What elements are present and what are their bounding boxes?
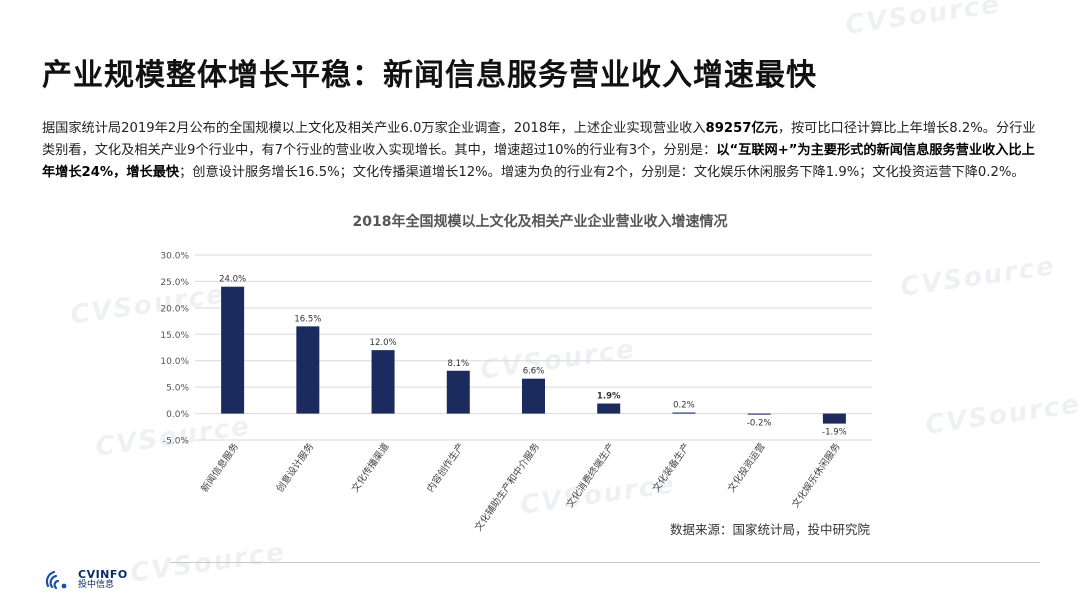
category-label: 内容创作生产	[424, 441, 467, 495]
bar	[446, 370, 470, 414]
data-label: 16.5%	[294, 314, 321, 324]
data-source: 数据来源：国家统计局，投中研究院	[669, 522, 870, 537]
data-label: 8.1%	[447, 359, 469, 369]
y-tick-label: 30.0%	[160, 252, 189, 262]
bar	[672, 412, 696, 414]
bar	[597, 403, 621, 414]
cvinfo-logo-icon	[45, 570, 67, 590]
y-tick-label: 25.0%	[160, 278, 189, 288]
bar	[221, 286, 245, 414]
y-tick-label: 15.0%	[160, 331, 189, 341]
page-title: 产业规模整体增长平稳：新闻信息服务营业收入增速最快	[42, 58, 817, 93]
data-label: 12.0%	[370, 338, 397, 348]
data-label: 6.6%	[523, 367, 545, 377]
description-text: 据国家统计局2019年2月公布的全国规模以上文化及相关产业6.0万家企业调查，2…	[42, 121, 706, 136]
description-text: ；创意设计服务增长16.5%；文化传播渠道增长12%。增速为负的行业有2个，分别…	[179, 165, 1025, 180]
description-highlight: 89257亿元	[705, 121, 778, 136]
brand-logo: CVINFO 投中信息	[44, 566, 128, 594]
category-label: 文化消费终端生产	[564, 441, 617, 510]
data-label: 0.2%	[673, 401, 695, 411]
data-label: -1.9%	[822, 428, 847, 438]
footer-divider	[170, 562, 1040, 563]
category-label: 文化装备生产	[650, 441, 693, 495]
y-tick-label: 20.0%	[160, 304, 189, 314]
y-tick-label: 0.0%	[166, 410, 189, 420]
bar	[822, 413, 846, 424]
category-label: 新闻信息服务	[199, 440, 242, 494]
category-label: 文化传播渠道	[349, 440, 392, 494]
category-label: 文化娱乐休闲服务	[789, 440, 843, 510]
y-tick-label: -5.0%	[163, 437, 190, 447]
description-highlight: 以“互联网+”为主要形式的新闻信息服务营业收入比上年增长24%，增长最快	[42, 143, 1035, 180]
y-tick-label: 5.0%	[166, 384, 189, 394]
bar	[522, 378, 545, 414]
description-text: ，按可比口径计算比上年增长8.2%。分行业类别看，文化及相关产业9个行业中，有7…	[42, 121, 1036, 158]
category-label: 创意设计服务	[274, 440, 317, 494]
data-label: 24.0%	[219, 275, 246, 285]
logo-text-cn: 投中信息	[78, 580, 115, 590]
bar	[371, 350, 395, 414]
description-paragraph: 据国家统计局2019年2月公布的全国规模以上文化及相关产业6.0万家企业调查，2…	[42, 118, 1042, 184]
y-tick-label: 10.0%	[160, 357, 189, 367]
chart-title: 2018年全国规模以上文化及相关产业企业营业收入增速情况	[352, 214, 728, 230]
category-label: 文化投资运营	[725, 441, 768, 495]
data-label: 1.9%	[597, 392, 621, 402]
bar	[747, 413, 771, 415]
bar	[296, 326, 320, 414]
data-label: -0.2%	[747, 419, 772, 429]
logo-text-en: CVINFO	[78, 568, 128, 581]
category-label: 文化辅助生产和中介服务	[472, 440, 542, 533]
